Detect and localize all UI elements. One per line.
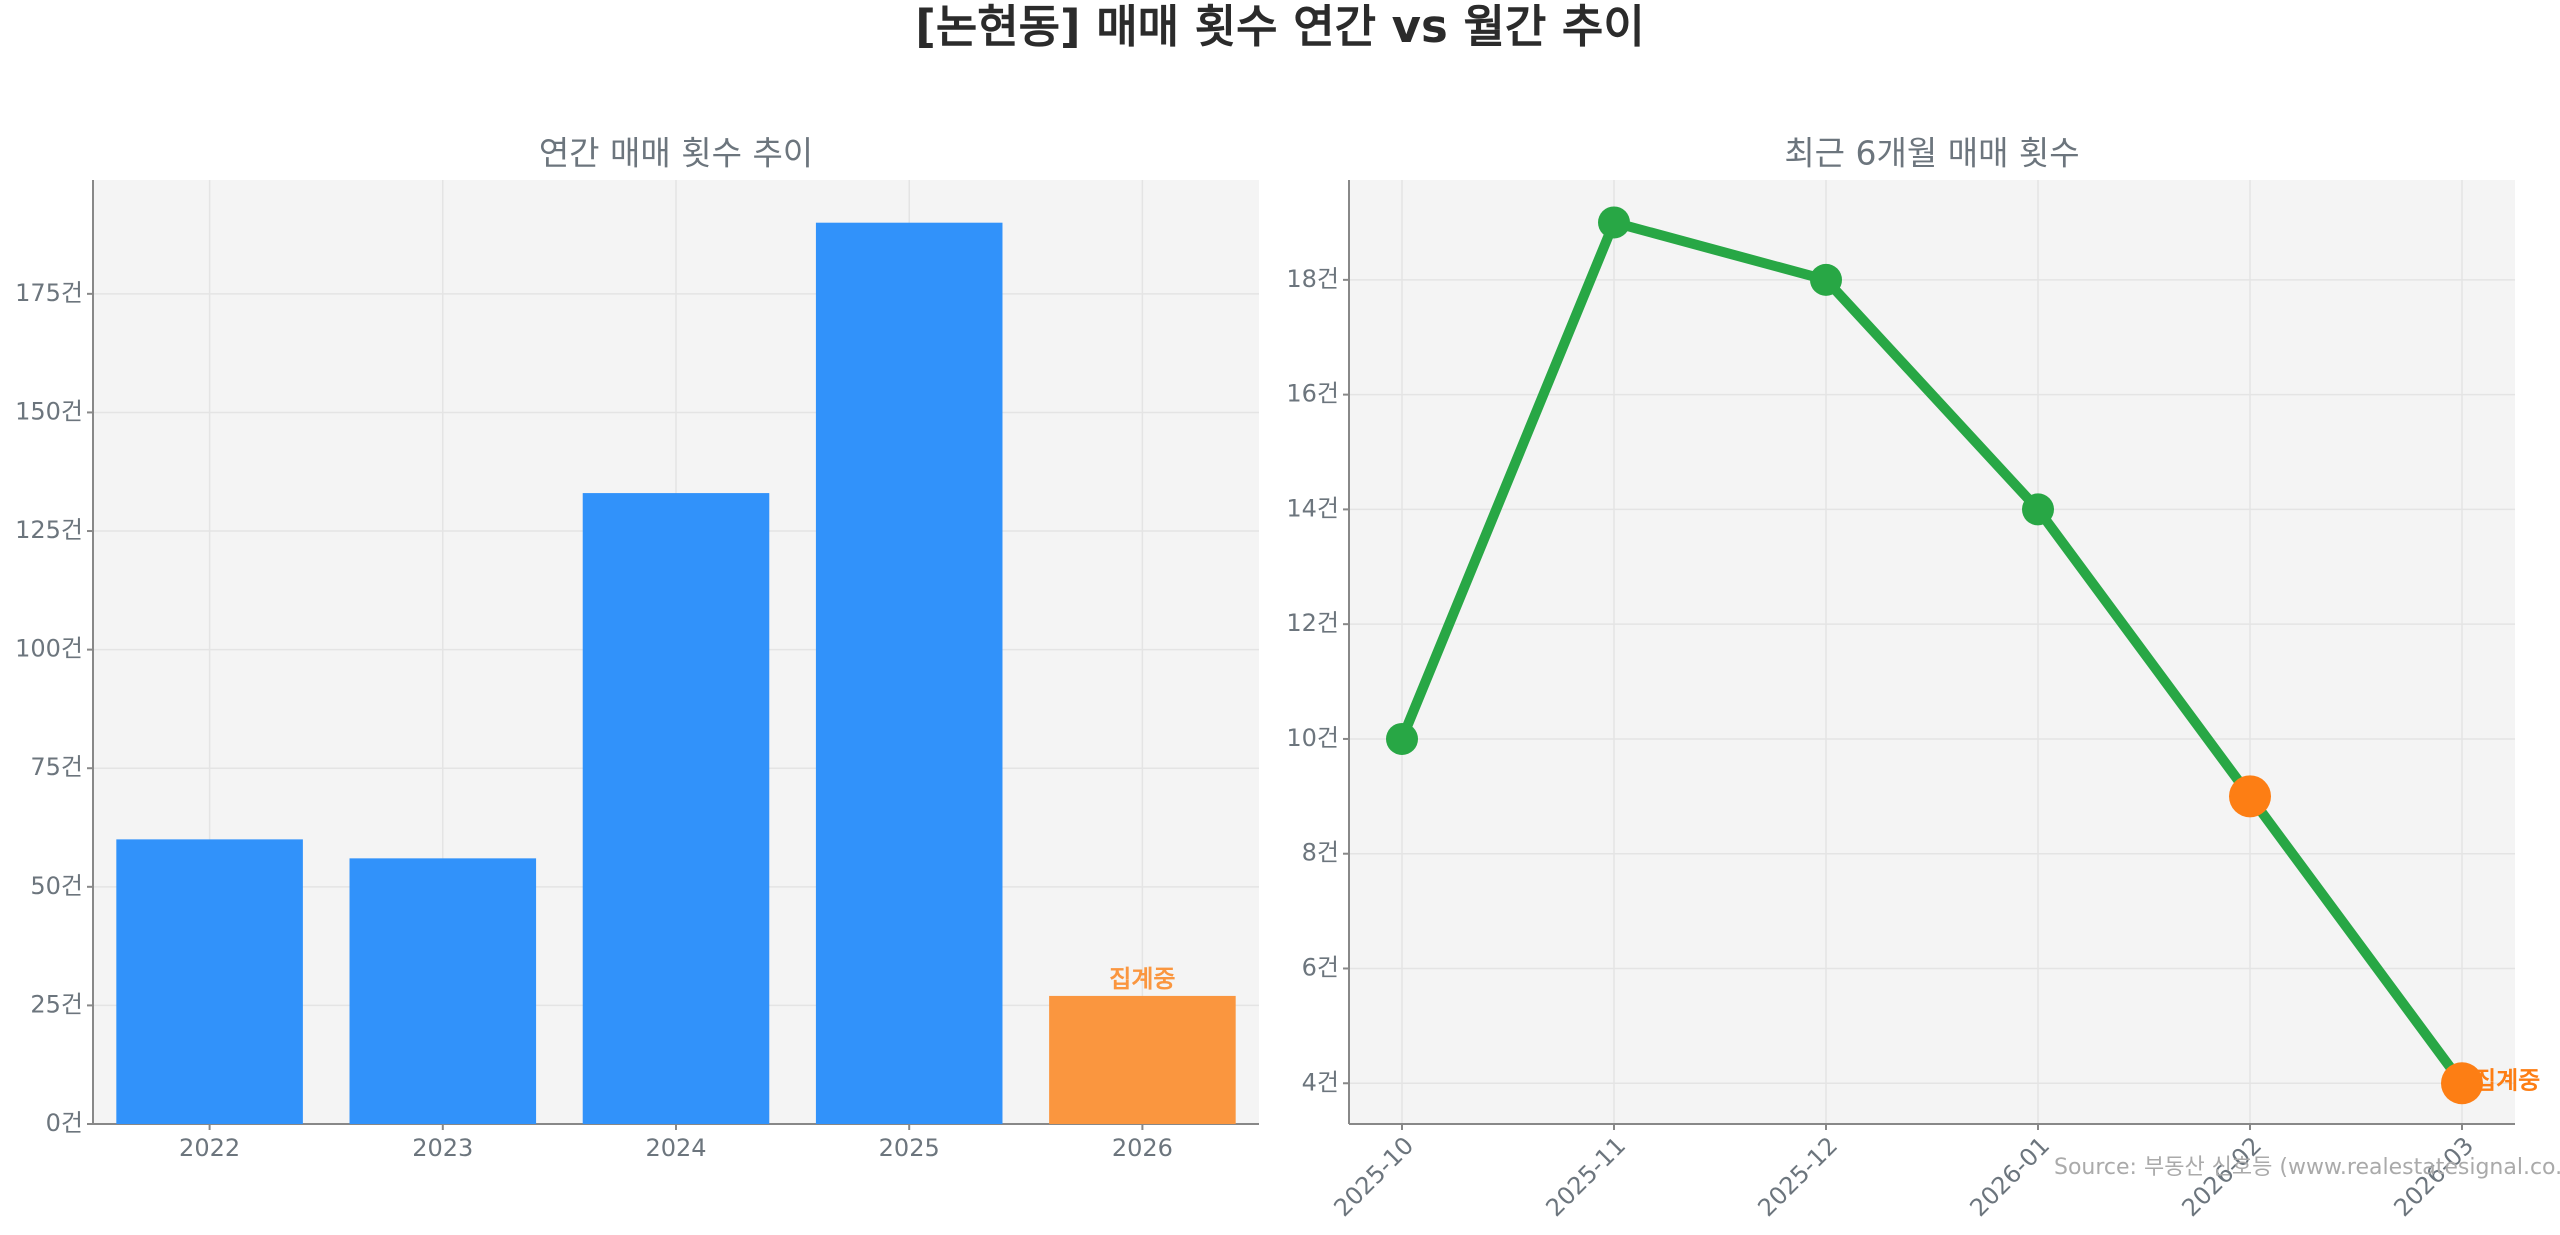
y-tick-label: 25건 xyxy=(30,990,83,1018)
bar xyxy=(582,493,770,1124)
y-tick-label: 50건 xyxy=(30,872,83,900)
bar xyxy=(116,839,303,1124)
marker xyxy=(1386,722,1418,755)
y-tick-label: 10건 xyxy=(1286,724,1339,752)
marker xyxy=(2229,775,2271,818)
line xyxy=(1397,217,2467,1087)
y-tick-label: 75건 xyxy=(30,753,83,781)
annotation: 집계중 xyxy=(1109,965,1175,993)
subplot-title: 연간 매매 횟수 추이 xyxy=(539,134,813,173)
y-tick-label: 150건 xyxy=(15,397,83,425)
x-tick-label: 2025 xyxy=(879,1134,940,1162)
y-tick-label: 16건 xyxy=(1286,380,1339,408)
marker xyxy=(2022,493,2054,526)
x-tick-label: 2025-10 xyxy=(1328,1131,1419,1222)
x-tick-label: 2022 xyxy=(179,1134,240,1162)
x-tick-label: 2026 xyxy=(1112,1134,1173,1162)
x-tick-label: 2024 xyxy=(645,1134,706,1162)
x-tick-label: 2026-01 xyxy=(1964,1131,2055,1222)
y-tick-label: 14건 xyxy=(1286,494,1339,522)
figure-title: [논현동] 매매 횟수 연간 vs 월간 추이 xyxy=(915,0,1644,53)
y-tick-label: 8건 xyxy=(1302,839,1339,867)
y-tick-label: 12건 xyxy=(1286,609,1339,637)
subplot-title: 최근 6개월 매매 횟수 xyxy=(1784,134,2079,173)
source-note: Source: 부동산 신호등 (www.realestatesignal.co… xyxy=(2054,1155,2560,1180)
y-tick-label: 125건 xyxy=(15,516,83,544)
marker xyxy=(1598,206,1630,239)
y-tick-label: 100건 xyxy=(15,635,83,663)
x-tick-label: 2025-12 xyxy=(1752,1131,1843,1222)
y-tick-label: 175건 xyxy=(15,279,83,307)
bar xyxy=(815,222,1003,1124)
y-tick-label: 4건 xyxy=(1302,1068,1339,1096)
y-tick-label: 18건 xyxy=(1286,265,1339,293)
bar xyxy=(349,858,537,1124)
bar xyxy=(1049,995,1236,1124)
marker xyxy=(1810,263,1842,296)
annotation: 집계중 xyxy=(2474,1066,2540,1094)
x-tick-label: 2025-11 xyxy=(1540,1131,1631,1222)
y-tick-label: 0건 xyxy=(46,1109,83,1137)
plot-area xyxy=(1349,180,2515,1124)
y-tick-label: 6건 xyxy=(1302,953,1339,981)
x-tick-label: 2023 xyxy=(412,1134,473,1162)
marker xyxy=(2441,1062,2483,1105)
